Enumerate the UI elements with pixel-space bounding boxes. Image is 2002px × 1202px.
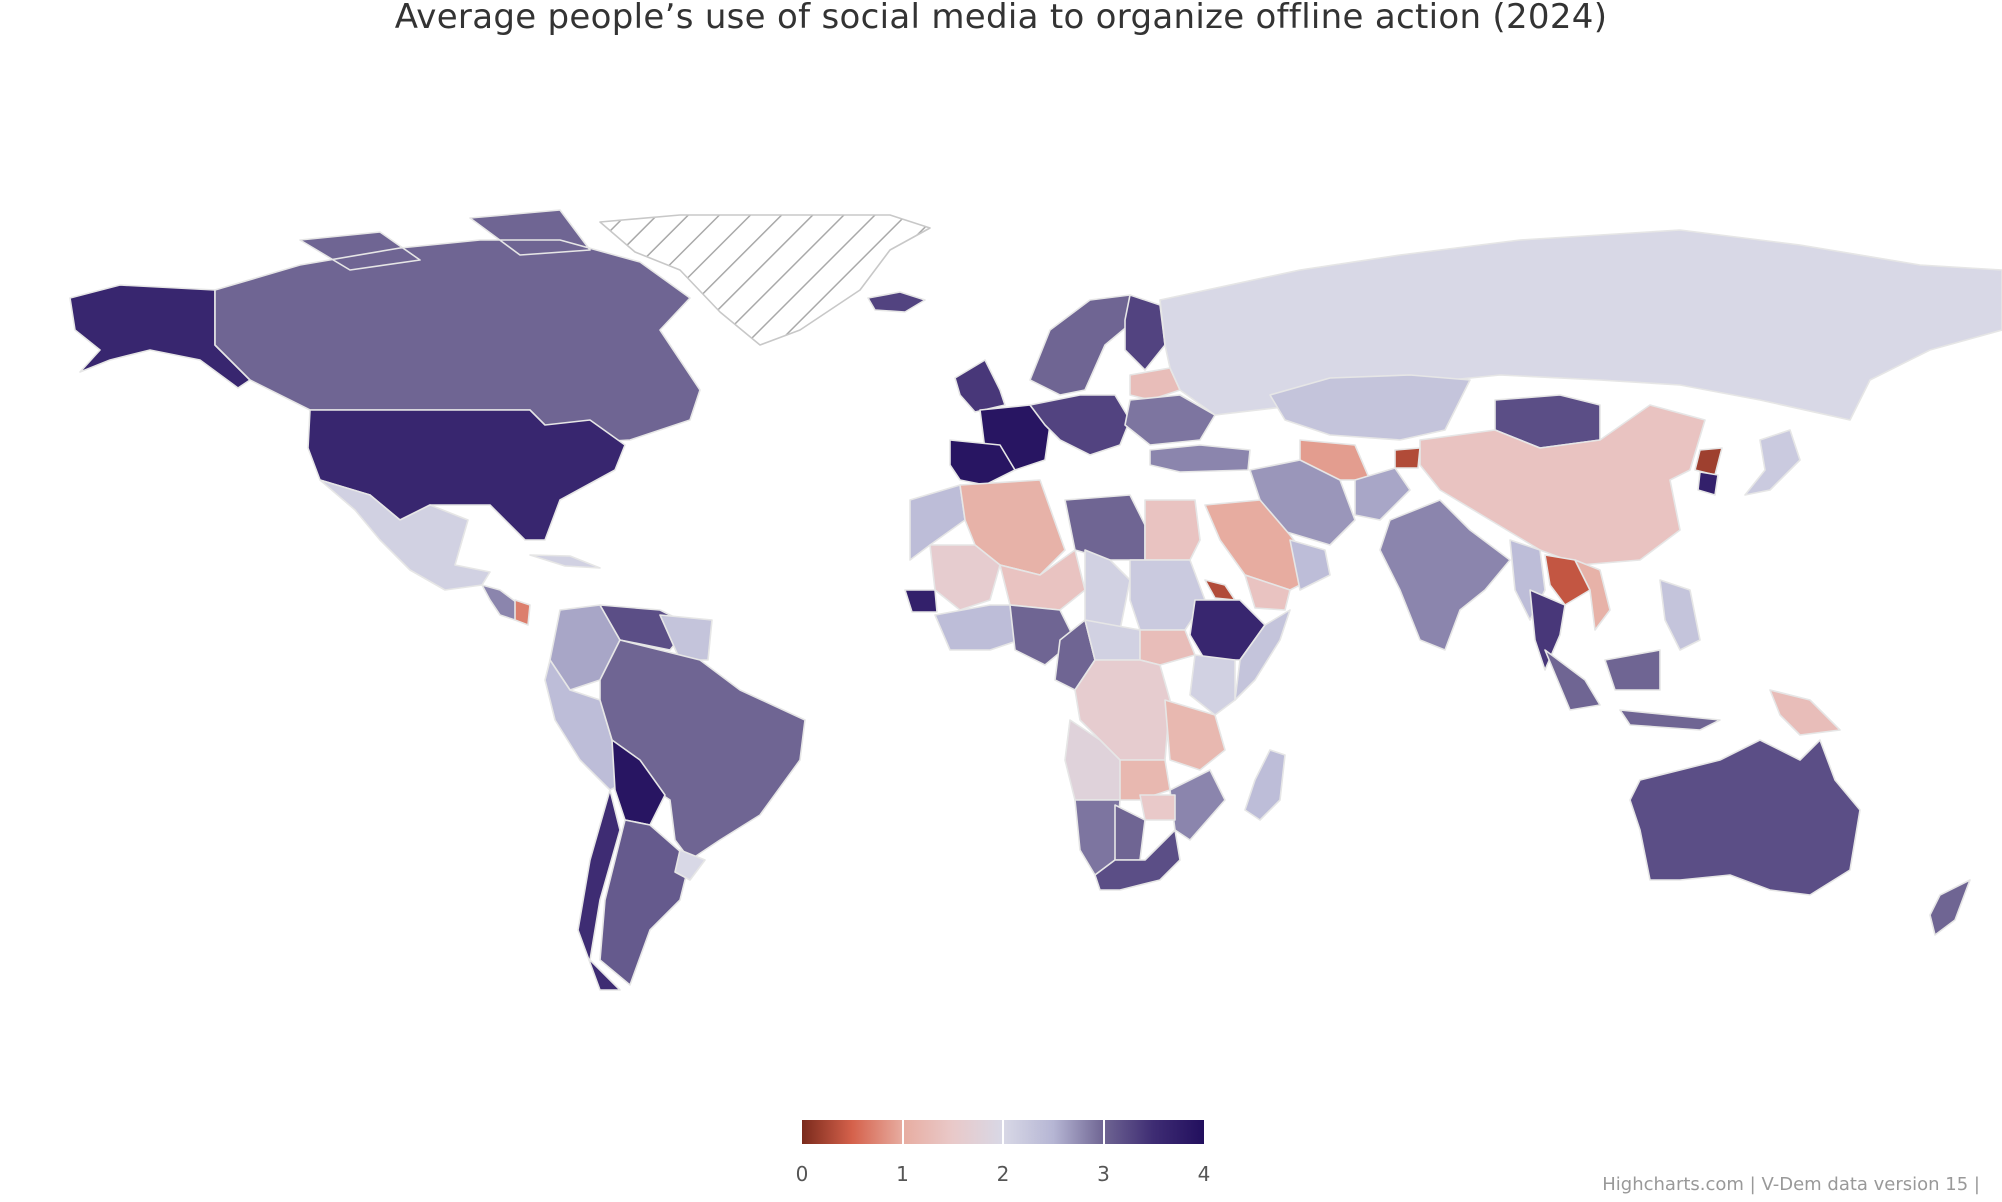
legend-tick-label: 1 xyxy=(896,1162,909,1186)
country-senegal[interactable]: Senegal: 3.7 xyxy=(904,589,938,613)
country-china[interactable]: China: 1.4 xyxy=(1419,404,1706,566)
country-ukraine[interactable]: Ukraine: 2.9 xyxy=(1124,394,1216,446)
country-vietnam[interactable]: Vietnam: 1.1 xyxy=(1574,559,1611,631)
country-finland[interactable]: Finland: 3.3 xyxy=(1124,294,1166,371)
country-mozambique[interactable]: Mozambique: 2.8 xyxy=(1169,769,1226,841)
country-eritrea[interactable]: Eritrea: 0.3 xyxy=(1204,579,1236,601)
country-russia[interactable]: Russia: 2 xyxy=(1159,229,2002,421)
country-thailand[interactable]: Thailand: 3.4 xyxy=(1529,589,1566,671)
country-belarus[interactable]: Belarus: 1.3 xyxy=(1129,367,1181,401)
country-tajikistan[interactable]: Tajikistan: 0.3 xyxy=(1394,447,1421,469)
country-kenya[interactable]: Kenya: 2.1 xyxy=(1189,654,1236,716)
country-north-korea[interactable]: North Korea: 0.2 xyxy=(1694,447,1723,476)
credits-text[interactable]: Highcharts.com | V-Dem data version 15 | xyxy=(1602,1174,1980,1195)
country-kazakhstan[interactable]: Kazakhstan: 2.3 xyxy=(1269,374,1471,441)
country-madagascar[interactable]: Madagascar: 2.4 xyxy=(1244,749,1286,821)
country-turkey[interactable]: Turkey: 2.8 xyxy=(1149,444,1251,473)
country-south-sudan[interactable]: South Sudan: 1.3 xyxy=(1139,629,1196,666)
country-nicaragua[interactable]: Nicaragua: 0.7 xyxy=(514,599,531,626)
country-scandinavia[interactable]: Scandinavia: 3 xyxy=(1029,294,1136,396)
country-central-african-republic[interactable]: Central African Republic: 2.1 xyxy=(1084,619,1141,661)
country-egypt[interactable]: Egypt: 1.4 xyxy=(1144,499,1201,561)
country-mexico[interactable]: Mexico: 2.1 xyxy=(319,479,491,591)
country-philippines[interactable]: Philippines: 2.3 xyxy=(1659,579,1701,651)
country-zimbabwe[interactable]: Zimbabwe: 1.5 xyxy=(1139,794,1176,821)
country-greenland[interactable]: Greenland: No data xyxy=(599,214,931,346)
country-japan[interactable]: Japan: 2.2 xyxy=(1744,429,1801,496)
country-tanzania[interactable]: Tanzania: 1.2 xyxy=(1164,699,1226,771)
country-zambia[interactable]: Zambia: 1.2 xyxy=(1119,759,1171,801)
legend-tick-mark xyxy=(901,1120,904,1144)
country-yemen[interactable]: Yemen: 1.4 xyxy=(1244,574,1291,611)
country-new-zealand[interactable]: New Zealand: 3 xyxy=(1929,879,1971,936)
country-australia[interactable]: Australia: 3.2 xyxy=(1629,739,1861,896)
chart-title: Average people’s use of social media to … xyxy=(394,0,1608,37)
country-chile[interactable]: Chile: 3.5 xyxy=(577,789,621,991)
country-papua-new-guinea[interactable]: Papua New Guinea: 1.3 xyxy=(1769,689,1841,736)
country-south-korea[interactable]: South Korea: 3.7 xyxy=(1697,471,1719,496)
country-morocco[interactable]: Morocco: 2.4 xyxy=(909,484,966,561)
country-afghanistan[interactable]: Afghanistan: 2.6 xyxy=(1354,467,1411,521)
country-canada[interactable]: Canada: 3 xyxy=(214,209,701,446)
color-legend: 0 1 2 3 4 xyxy=(796,1120,1210,1190)
country-indonesia[interactable]: Indonesia: 3 xyxy=(1544,649,1721,731)
country-united-kingdom[interactable]: United Kingdom: 3.4 xyxy=(954,359,1006,413)
legend-tick-mark xyxy=(1002,1120,1004,1144)
legend-tick-label: 0 xyxy=(795,1162,809,1186)
country-botswana[interactable]: Botswana: 3 xyxy=(1114,804,1146,861)
country-libya[interactable]: Libya: 3 xyxy=(1064,494,1146,561)
legend-tick-label: 4 xyxy=(1197,1162,1211,1186)
legend-tick-mark xyxy=(1102,1120,1105,1144)
country-south-africa[interactable]: South Africa: 3.2 xyxy=(1094,829,1181,891)
country-chad[interactable]: Chad: 2.1 xyxy=(1084,549,1131,631)
country-uruguay[interactable]: Uruguay: 2 xyxy=(674,849,706,881)
legend-tick-label: 2 xyxy=(996,1162,1010,1186)
legend-tick-label: 3 xyxy=(1097,1162,1110,1186)
country-india[interactable]: India: 2.8 xyxy=(1379,499,1511,651)
country-oman[interactable]: Oman: 2.4 xyxy=(1289,539,1331,591)
country-cuba[interactable]: Cuba: 2.1 xyxy=(529,554,601,569)
country-iceland[interactable]: Iceland: 3.3 xyxy=(867,291,926,313)
country-west-africa-coast[interactable]: West Africa coast: 2.4 xyxy=(934,604,1021,651)
country-guyana-suriname[interactable]: Guyana / Suriname: 2.3 xyxy=(659,614,713,661)
country-central-europe[interactable]: Central Europe: 3.3 xyxy=(1029,394,1131,456)
country-argentina[interactable]: Argentina: 3.1 xyxy=(599,819,691,986)
